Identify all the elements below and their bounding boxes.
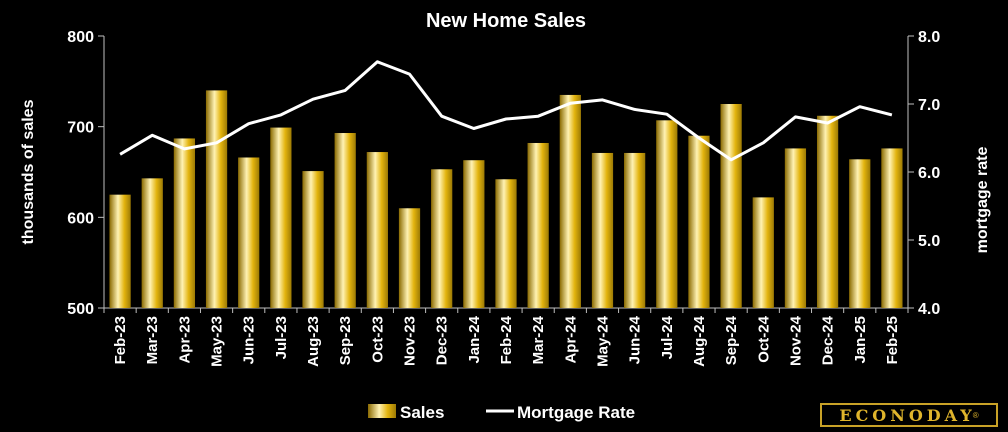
- x-tick-label: Oct-24: [755, 315, 772, 362]
- logo-registered-mark: ®: [972, 410, 979, 420]
- sales-bar: [495, 179, 517, 308]
- y-tick-label: 600: [67, 210, 94, 227]
- sales-bar: [109, 194, 131, 308]
- x-tick-label: Aug-24: [691, 315, 708, 366]
- x-tick-label: Feb-25: [884, 316, 901, 364]
- sales-bar: [849, 159, 871, 308]
- sales-bar: [270, 127, 292, 308]
- logo-text: ECONODAY: [839, 405, 976, 425]
- sales-bar: [141, 178, 163, 308]
- y2-tick-label: 4.0: [918, 301, 940, 318]
- y2-tick-label: 7.0: [918, 97, 940, 114]
- x-tick-label: Feb-23: [112, 316, 129, 364]
- sales-bar: [752, 197, 774, 308]
- x-tick-label: May-24: [594, 315, 611, 367]
- legend-sales-label: Sales: [400, 403, 444, 422]
- x-tick-label: May-23: [209, 316, 226, 367]
- sales-bar: [784, 148, 807, 308]
- x-axis-ticks: Feb-23 Mar-23 Apr-23 May-23 Jun-23 Jul-23 Aug-…: [103, 308, 909, 367]
- sales-bars: [109, 90, 903, 309]
- sales-bar: [559, 94, 581, 308]
- y2-tick-label: 8.0: [918, 29, 940, 46]
- sales-bar: [816, 115, 839, 308]
- x-tick-label: Dec-23: [434, 316, 451, 365]
- sales-bar: [463, 160, 485, 308]
- x-tick-label: Sep-24: [723, 315, 740, 365]
- sales-bar: [302, 171, 324, 308]
- x-tick-label: Feb-24: [498, 315, 515, 364]
- x-tick-label: Jun-23: [241, 316, 258, 364]
- legend-sales-swatch: [368, 404, 396, 418]
- legend-rate-label: Mortgage Rate: [517, 403, 635, 422]
- y-tick-label: 800: [67, 29, 94, 46]
- chart-title: New Home Sales: [426, 10, 586, 32]
- x-tick-label: Mar-24: [530, 315, 547, 364]
- legend: Sales Mortgage Rate: [368, 403, 635, 422]
- y2-tick-label: 6.0: [918, 165, 940, 182]
- sales-bar: [398, 208, 421, 308]
- x-tick-label: Aug-23: [305, 316, 322, 367]
- left-axis-ticks: 500 600 700 800: [67, 29, 104, 318]
- sales-bar: [624, 152, 646, 308]
- sales-bar: [591, 152, 614, 308]
- mortgage-rate-line: [119, 60, 893, 162]
- x-tick-label: Jan-24: [466, 315, 483, 363]
- x-tick-label: Jul-24: [659, 315, 676, 359]
- y-tick-label: 500: [67, 301, 94, 318]
- x-tick-label: Jun-24: [627, 315, 644, 364]
- x-tick-label: Apr-24: [562, 315, 579, 363]
- sales-bar: [173, 138, 196, 308]
- sales-bar: [366, 152, 388, 308]
- y-tick-label: 700: [67, 120, 94, 137]
- x-tick-label: Nov-24: [787, 315, 804, 366]
- sales-bar: [688, 135, 710, 308]
- x-tick-label: Jul-23: [273, 316, 290, 359]
- sales-bar: [431, 169, 453, 308]
- x-tick-label: Apr-23: [176, 316, 193, 364]
- y2-tick-label: 5.0: [918, 233, 940, 250]
- sales-bar: [205, 90, 228, 309]
- econoday-logo: ECONODAY ®: [820, 403, 998, 427]
- x-tick-label: Sep-23: [337, 316, 354, 365]
- y-axis-label: thousands of sales: [20, 99, 37, 244]
- sales-bar: [334, 133, 356, 308]
- x-tick-label: Dec-24: [820, 315, 837, 365]
- y2-axis-label: mortgage rate: [974, 147, 991, 254]
- right-axis-ticks: 4.0 5.0 6.0 7.0 8.0: [908, 29, 940, 318]
- sales-bar: [656, 120, 678, 308]
- sales-bar: [720, 104, 742, 308]
- x-tick-label: Mar-23: [144, 316, 161, 364]
- sales-bar: [527, 142, 549, 308]
- x-tick-label: Nov-23: [402, 316, 419, 366]
- sales-bar: [238, 157, 260, 308]
- x-tick-label: Jan-25: [852, 316, 869, 364]
- x-tick-label: Oct-23: [369, 316, 386, 363]
- sales-bar: [881, 148, 903, 308]
